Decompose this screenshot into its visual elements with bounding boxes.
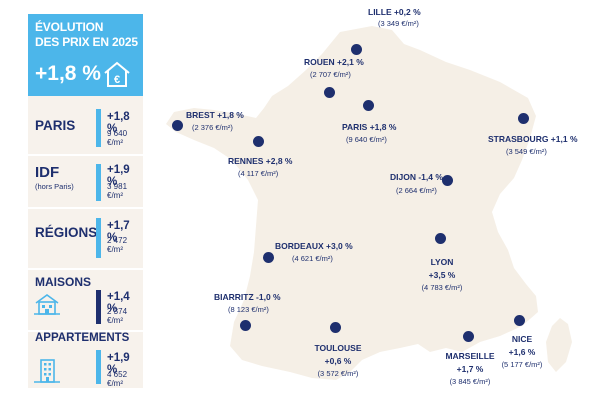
city-marker-strasbourg[interactable]	[518, 113, 529, 124]
city-label-rennes: RENNES +2,8 %	[228, 156, 293, 166]
city-marker-lille[interactable]	[351, 44, 362, 55]
euro-house-icon: €	[104, 61, 130, 87]
row-change-idf: +1,9 %	[107, 164, 130, 188]
divider	[28, 207, 143, 209]
city-price-lille: (3 349 €/m²)	[378, 19, 419, 28]
city-change-marseille: +1,7 %	[456, 364, 484, 374]
city-change-toulouse: +0,6 %	[324, 356, 352, 366]
city-price-marseille: (3 845 €/m²)	[449, 377, 491, 386]
summary-header: ÉVOLUTION DES PRIX EN 2025 +1,8 % €	[28, 14, 143, 96]
svg-text:€: €	[114, 74, 120, 86]
row-change-appartements: +1,9 %	[107, 352, 130, 376]
divider	[28, 268, 143, 270]
city-price-dijon: (2 664 €/m²)	[396, 186, 437, 195]
row-bar-idf	[96, 164, 101, 201]
city-marker-marseille[interactable]	[463, 331, 474, 342]
row-sub-idf: (hors Paris)	[35, 182, 74, 191]
row-bar-paris	[96, 109, 101, 147]
city-price-nice: (5 177 €/m²)	[501, 360, 543, 369]
city-label-rouen: ROUEN +2,1 %	[304, 57, 364, 67]
summary-panel: ÉVOLUTION DES PRIX EN 2025 +1,8 % € PARI…	[28, 14, 143, 388]
city-price-brest: (2 376 €/m²)	[192, 123, 233, 132]
city-label-lyon: LYON	[430, 257, 454, 267]
row-price-appartements: 4 652 €/m²	[107, 370, 128, 388]
city-marker-rouen[interactable]	[324, 87, 335, 98]
city-label-paris: PARIS +1,8 %	[342, 122, 397, 132]
city-change-nice: +1,6 %	[508, 347, 536, 357]
row-price-maisons: 2 374 €/m²	[107, 307, 128, 325]
row-label-maisons: MAISONS	[35, 275, 92, 289]
city-marker-rennes[interactable]	[253, 136, 264, 147]
city-label-toulouse: TOULOUSE	[314, 343, 362, 353]
row-label-appartements: APPARTEMENTS	[35, 332, 130, 344]
row-change-maisons: +1,4 %	[107, 291, 130, 315]
summary-title: ÉVOLUTION DES PRIX EN 2025	[35, 20, 138, 49]
row-price-regions: 2 472 €/m²	[107, 236, 128, 254]
city-marker-nice[interactable]	[514, 315, 525, 326]
france-mainland-shape	[166, 26, 538, 380]
city-marker-dijon[interactable]	[442, 175, 453, 186]
row-label-idf: IDF	[35, 164, 60, 181]
divider	[28, 330, 143, 332]
city-label-dijon: DIJON -1,4 %	[390, 172, 443, 182]
row-price-paris: 9 640 €/m²	[107, 129, 128, 147]
city-label-lille: LILLE +0,2 %	[368, 7, 421, 17]
city-label-strasbourg: STRASBOURG +1,1 %	[488, 134, 578, 144]
city-marker-bordeaux[interactable]	[263, 252, 274, 263]
row-change-paris: +1,8 %	[107, 111, 130, 135]
city-price-biarritz: (8 123 €/m²)	[228, 305, 269, 314]
city-label-bordeaux: BORDEAUX +3,0 %	[275, 241, 353, 251]
apartment-building-icon	[34, 359, 60, 383]
row-price-idf: 3 981 €/m²	[107, 182, 128, 200]
row-bar-maisons	[96, 290, 101, 324]
city-price-toulouse: (3 572 €/m²)	[317, 369, 359, 378]
city-price-bordeaux: (4 621 €/m²)	[292, 254, 333, 263]
city-label-brest: BREST +1,8 %	[186, 110, 244, 120]
row-bar-regions	[96, 218, 101, 258]
divider	[28, 154, 143, 156]
city-price-paris: (9 640 €/m²)	[346, 135, 387, 144]
city-price-strasbourg: (3 549 €/m²)	[506, 147, 547, 156]
city-price-rouen: (2 707 €/m²)	[310, 70, 351, 79]
city-change-lyon: +3,5 %	[428, 270, 456, 280]
city-price-rennes: (4 117 €/m²)	[238, 169, 279, 178]
city-marker-toulouse[interactable]	[330, 322, 341, 333]
city-marker-lyon[interactable]	[435, 233, 446, 244]
summary-total-change: +1,8 %	[35, 62, 101, 85]
row-label-regions: RÉGIONS	[35, 225, 98, 240]
city-label-nice: NICE	[511, 334, 533, 344]
city-marker-paris[interactable]	[363, 100, 374, 111]
city-price-lyon: (4 783 €/m²)	[421, 283, 463, 292]
row-change-regions: +1,7 %	[107, 220, 130, 244]
city-marker-biarritz[interactable]	[240, 320, 251, 331]
house-icon	[34, 294, 60, 315]
city-marker-brest[interactable]	[172, 120, 183, 131]
corsica-shape	[546, 318, 572, 372]
city-label-marseille: MARSEILLE	[445, 351, 495, 361]
row-bar-appartements	[96, 350, 101, 384]
row-label-paris: PARIS	[35, 118, 76, 133]
city-label-biarritz: BIARRITZ -1,0 %	[214, 292, 281, 302]
